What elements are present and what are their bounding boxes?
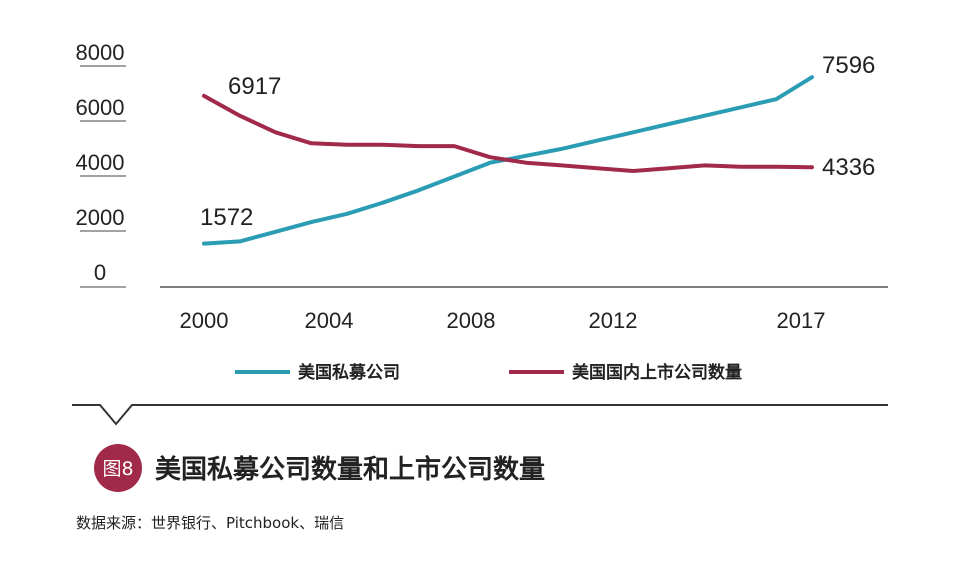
x-tick-label-2000: 2000 (180, 308, 229, 333)
data-label-listed-start: 6917 (228, 73, 281, 100)
figure-title: 美国私募公司数量和上市公司数量 (155, 454, 545, 485)
y-axis: 8000 6000 4000 2000 0 (76, 40, 126, 288)
series-line-listed-companies (202, 93, 814, 173)
x-axis: 2000 2004 2008 2012 2017 (180, 308, 826, 333)
x-tick-label-2012: 2012 (589, 308, 638, 333)
y-tick-label-2000: 2000 (76, 205, 125, 230)
x-tick-label-2008: 2008 (447, 308, 496, 333)
figure-badge-label: 图8 (102, 458, 133, 480)
y-tick-label-0: 0 (94, 260, 106, 285)
y-tick-label-4000: 4000 (76, 150, 125, 175)
x-tick-label-2017: 2017 (777, 308, 826, 333)
x-tick-label-2004: 2004 (305, 308, 354, 333)
figure-badge (94, 444, 142, 492)
section-divider (72, 404, 888, 426)
y-tick-label-6000: 6000 (76, 95, 125, 120)
source-note: 数据来源：世界银行、Pitchbook、瑞信 (76, 514, 344, 532)
data-label-private-end: 7596 (822, 52, 875, 79)
legend-label-private-companies: 美国私募公司 (298, 362, 400, 383)
data-label-private-start: 1572 (200, 204, 253, 231)
data-label-listed-end: 4336 (822, 154, 875, 181)
legend-label-listed-companies: 美国国内上市公司数量 (572, 362, 742, 383)
legend: 美国私募公司 美国国内上市公司数量 (235, 362, 742, 383)
y-tick-label-8000: 8000 (76, 40, 125, 65)
